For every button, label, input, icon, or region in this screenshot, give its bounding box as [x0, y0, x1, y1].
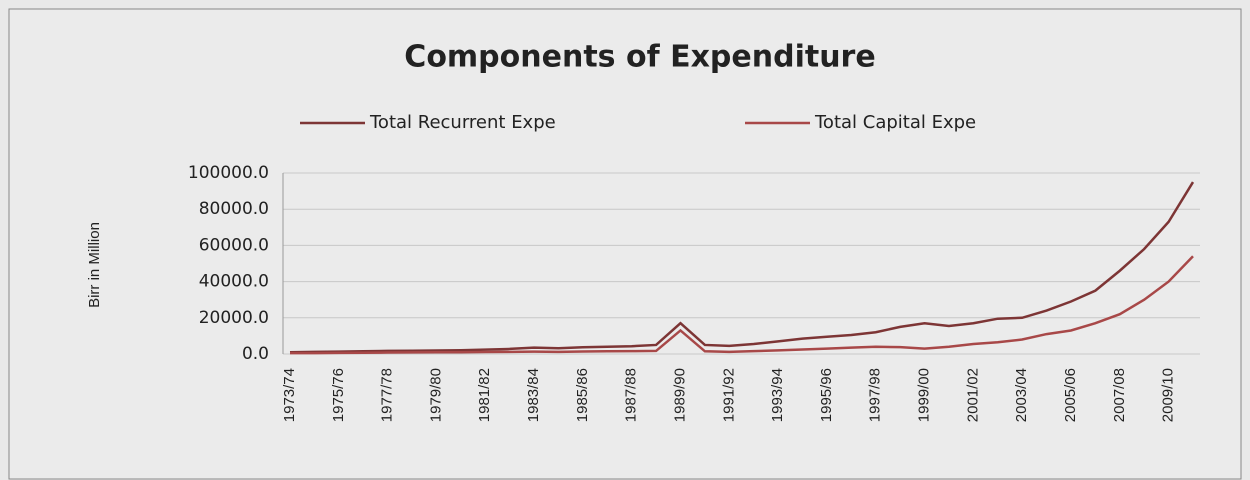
y-axis-label: Birr in Million [86, 222, 103, 308]
y-tick-label: 60000.0 [199, 235, 269, 255]
x-tick-label: 1977/78 [379, 368, 396, 422]
legend-label: Total Capital Expe [814, 112, 976, 133]
x-tick-label: 1987/88 [623, 368, 640, 422]
x-tick-label: 1985/86 [574, 368, 591, 422]
y-tick-label: 100000.0 [188, 163, 269, 183]
chart-frame [8, 8, 1242, 480]
series-line [290, 255, 1194, 355]
x-tick-label: 1979/80 [427, 368, 444, 422]
x-tick-label: 1973/74 [281, 368, 298, 422]
x-tick-label: 1999/00 [916, 368, 933, 422]
x-tick-label: 1997/98 [867, 368, 884, 422]
y-tick-label: 20000.0 [199, 308, 269, 328]
series-line [289, 181, 1195, 354]
chart-title: Components of Expenditure [404, 40, 875, 75]
x-tick-label: 1993/94 [769, 368, 786, 422]
x-tick-label: 1989/90 [671, 368, 688, 422]
x-tick-label: 1975/76 [330, 368, 347, 422]
y-tick-label: 80000.0 [199, 199, 269, 219]
x-tick-label: 2005/06 [1062, 368, 1079, 422]
y-tick-label: 40000.0 [199, 272, 269, 292]
x-tick-label: 2007/08 [1111, 368, 1128, 422]
x-tick-label: 2001/02 [964, 368, 981, 422]
y-tick-label: 0.0 [242, 344, 269, 364]
x-tick-label: 1983/84 [525, 368, 542, 422]
x-tick-label: 1981/82 [476, 368, 493, 422]
x-tick-label: 2009/10 [1160, 368, 1177, 422]
x-tick-label: 1991/92 [720, 368, 737, 422]
x-tick-label: 1995/96 [818, 368, 835, 422]
legend-label: Total Recurrent Expe [369, 112, 556, 133]
x-tick-label: 2003/04 [1013, 368, 1030, 422]
